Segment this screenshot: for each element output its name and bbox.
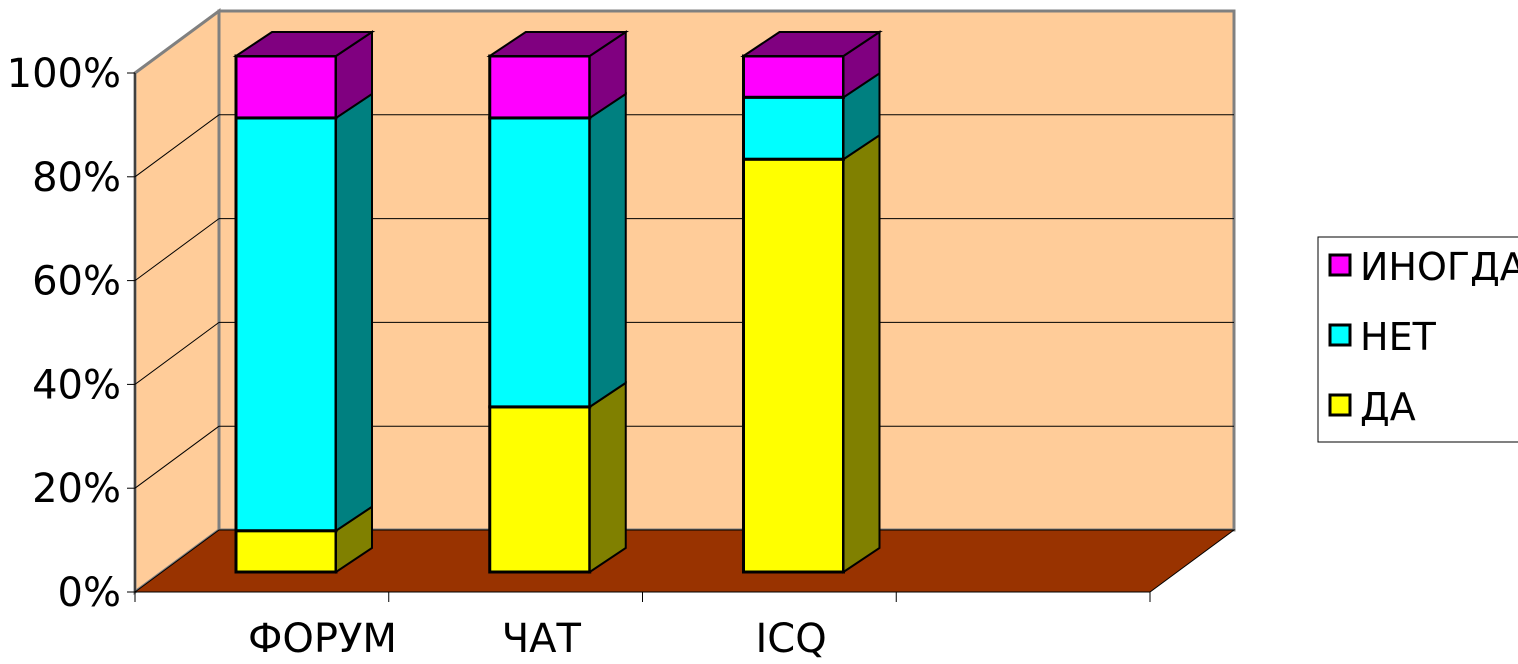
gridline-side — [134, 321, 220, 385]
bar-segment — [234, 54, 338, 120]
bar-segment — [488, 54, 592, 120]
y-tick-label: 100% — [7, 51, 121, 97]
bar-segment — [742, 157, 845, 574]
y-tick-label: 60% — [32, 259, 121, 305]
y-tick-label: 40% — [32, 362, 121, 408]
gridline-side — [134, 218, 220, 282]
legend-label: ДА — [1360, 385, 1416, 429]
bar-segment-side — [588, 381, 627, 574]
x-category-label: ФОРУМ — [248, 616, 397, 662]
bar-segment-top — [740, 31, 883, 57]
bar-segment — [234, 116, 338, 533]
gridline-side — [134, 425, 220, 489]
bar-segment — [488, 405, 592, 574]
side-wall — [133, 8, 221, 595]
bar-segment-top — [232, 31, 376, 57]
bar-segment-side — [842, 133, 881, 574]
y-tick-label: 0% — [58, 570, 121, 616]
legend-swatch — [1328, 253, 1352, 277]
bar-segment-top — [486, 31, 630, 57]
bar-segment — [488, 116, 592, 409]
y-tick-label: 20% — [32, 466, 121, 512]
x-category-label: ЧАТ — [502, 616, 582, 662]
bar-segment-side — [335, 92, 373, 533]
legend-swatch — [1328, 393, 1352, 417]
legend-swatch — [1328, 323, 1352, 347]
bar-segment — [742, 54, 845, 99]
bar-segment-side — [588, 92, 627, 409]
gridline-side — [134, 114, 220, 178]
y-tick-label: 80% — [32, 155, 121, 201]
bar-segment — [234, 529, 338, 574]
legend-label: ИНОГДА — [1360, 245, 1518, 289]
x-category-label: ICQ — [756, 616, 827, 662]
bar-segment — [742, 95, 845, 161]
legend-label: НЕТ — [1360, 315, 1437, 359]
